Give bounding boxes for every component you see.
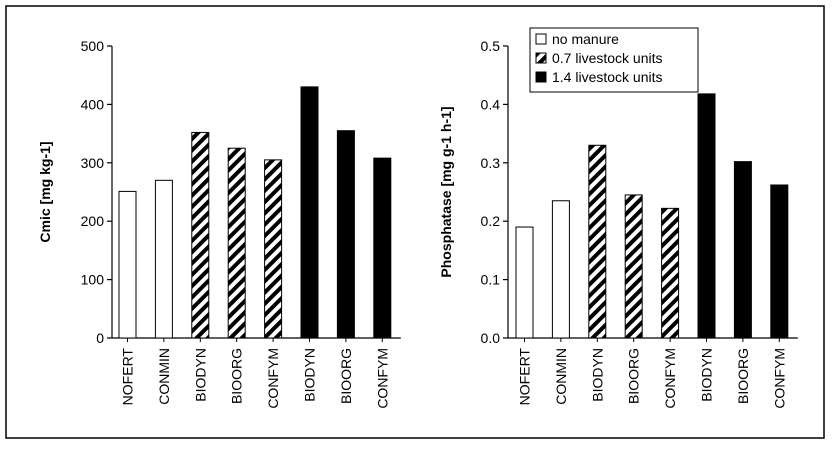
x-tick-label: CONFYM — [265, 348, 281, 409]
x-tick-label: BIODYN — [699, 348, 715, 402]
y-tick-label: 0.3 — [481, 155, 501, 171]
y-tick-label: 0.5 — [481, 38, 501, 54]
bar-conmin — [551, 200, 570, 339]
bar-confym — [264, 159, 283, 339]
x-tick-label: CONFYM — [374, 348, 390, 409]
legend-swatch-hatch — [535, 52, 547, 64]
x-tick-label: CONMIN — [156, 348, 172, 405]
legend-label: 0.7 livestock units — [552, 50, 663, 66]
bar-bioorg — [336, 130, 355, 339]
y-tick-label: 400 — [81, 96, 105, 112]
x-tick-label: CONMIN — [553, 348, 569, 405]
bar-conmin — [154, 179, 173, 339]
x-tick-label: BIOORG — [229, 348, 245, 404]
y-axis-title: Cmic [mg kg-1] — [37, 141, 53, 242]
y-tick-label: 0.4 — [481, 96, 501, 112]
bar-biodyn — [191, 131, 210, 339]
y-tick-label: 0.2 — [481, 213, 501, 229]
bar-biodyn — [588, 144, 607, 339]
y-tick-label: 300 — [81, 155, 105, 171]
bar-bioorg — [733, 161, 752, 339]
legend-label: 1.4 livestock units — [552, 69, 663, 85]
y-tick-label: 0 — [96, 330, 104, 346]
chart-panel-1: 0 100 200 300 400 500 Cmic [mg kg-1] NOFERT CONM… — [37, 38, 401, 409]
bar-confym — [373, 157, 392, 339]
legend-box — [529, 27, 699, 93]
y-tick-label: 100 — [81, 272, 105, 288]
legend: no manure 0.7 livestock units 1.4 livestoc… — [529, 27, 699, 93]
x-tick-label: BIODYN — [302, 348, 318, 402]
x-tick-label: CONFYM — [662, 348, 678, 409]
x-tick-label: CONFYM — [771, 348, 787, 409]
x-tick-label: NOFERT — [517, 348, 533, 406]
x-tick-label: BIODYN — [192, 348, 208, 402]
legend-swatch-solid — [535, 71, 547, 83]
y-tick-label: 200 — [81, 213, 105, 229]
bar-nofert — [515, 226, 534, 339]
bar-biodyn — [697, 93, 716, 339]
bar-bioorg — [624, 194, 643, 339]
x-tick-label: BIODYN — [589, 348, 605, 402]
x-tick-label: NOFERT — [120, 348, 136, 406]
chart-panel-2: 0.0 0.1 0.2 0.3 0.4 0.5 Phosphatase [mg g-1 h-… — [438, 27, 798, 409]
y-tick-label: 500 — [81, 38, 105, 54]
bar-confym — [661, 207, 680, 339]
legend-label: no manure — [552, 31, 619, 47]
bar-biodyn — [300, 86, 319, 339]
x-tick-label: BIOORG — [735, 348, 751, 404]
bar-nofert — [118, 190, 137, 339]
legend-swatch-none — [535, 33, 547, 45]
bar-confym — [770, 184, 789, 339]
y-tick-label: 0.0 — [481, 330, 501, 346]
y-axis-title: Phosphatase [mg g-1 h-1] — [438, 106, 454, 277]
x-tick-label: BIOORG — [338, 348, 354, 404]
bar-bioorg — [227, 147, 246, 339]
y-tick-label: 0.1 — [481, 272, 501, 288]
x-tick-label: BIOORG — [626, 348, 642, 404]
